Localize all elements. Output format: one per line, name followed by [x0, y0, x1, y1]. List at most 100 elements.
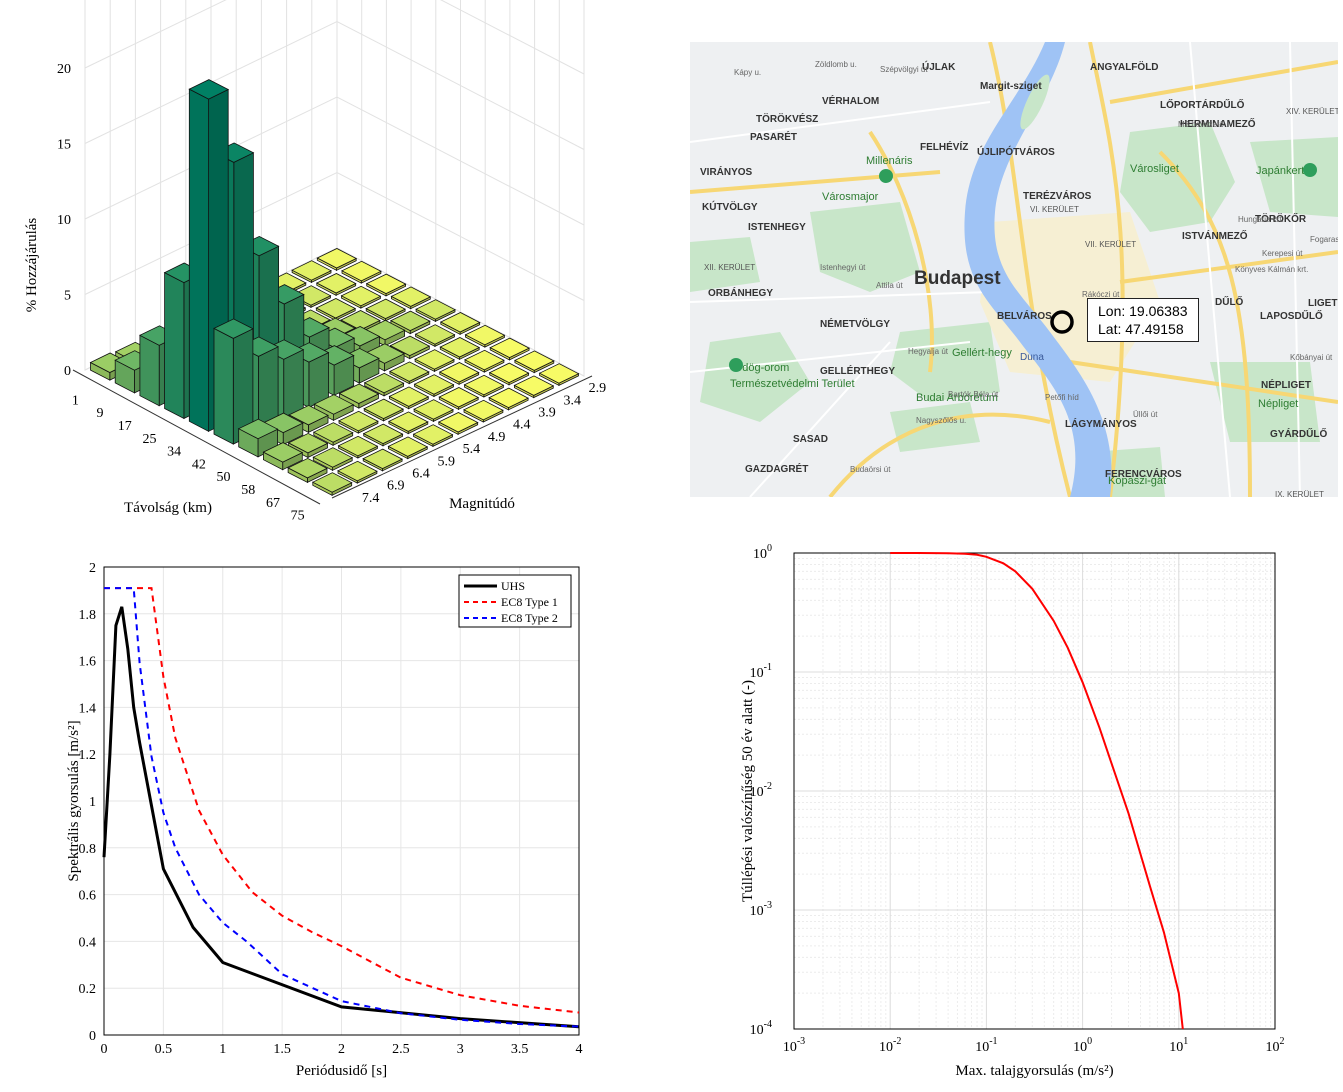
bar-3d — [488, 362, 530, 386]
map-label-district: VIRÁNYOS — [700, 165, 753, 178]
bar-3d — [412, 424, 454, 448]
map-label-district: DŰLŐ — [1215, 295, 1244, 308]
bar-face-top — [365, 273, 407, 295]
minor-road-4 — [1189, 42, 1231, 497]
map-label-park: Városmajor — [822, 191, 879, 203]
bar-face-top — [387, 436, 429, 457]
y-tick-label: 0.2 — [79, 982, 97, 997]
bar-3d — [312, 422, 354, 446]
bar-face-top — [388, 386, 430, 407]
x-tick-label: 0 — [101, 1042, 108, 1057]
site-marker-icon[interactable] — [1050, 310, 1074, 334]
y-tick-label: 10-1 — [750, 662, 772, 681]
magnitude-tick-label: 7.4 — [362, 491, 380, 506]
y-tick-label: 100 — [753, 543, 772, 562]
z-tick-label: 10 — [57, 213, 71, 228]
bar-face-side — [213, 327, 234, 445]
bar-face-top — [514, 350, 555, 371]
bar-face-top — [388, 411, 429, 432]
map-label-road: Attila út — [876, 281, 903, 290]
map-label-park: Városliget — [1130, 163, 1179, 175]
x-tick-label: 1.5 — [273, 1042, 291, 1057]
distance-tick-label: 1 — [72, 393, 79, 408]
road-5 — [1119, 250, 1338, 284]
map-label-district: ISTVÁNMEZŐ — [1182, 229, 1248, 242]
bar-face-top — [414, 349, 455, 370]
bar-3d — [488, 387, 529, 411]
bar-3d — [291, 260, 332, 284]
series-line-uhs — [102, 606, 580, 1029]
y-tick-label: 0 — [89, 1029, 96, 1044]
bar-3d — [390, 310, 431, 335]
x-tick-label: 0.5 — [155, 1042, 173, 1057]
bar-3d — [415, 299, 456, 323]
magnitude-tick-label: 2.9 — [589, 381, 607, 396]
x-tick-label: 101 — [1169, 1036, 1188, 1055]
x-tick-label: 10-3 — [783, 1036, 805, 1055]
map-label-district: LIGET — [1308, 298, 1337, 309]
x-tick-exponent: 2 — [1280, 1036, 1285, 1047]
bar-face-top — [340, 285, 382, 307]
x-axis-label: Periódusidő [s] — [296, 1063, 387, 1079]
bar-face-top — [362, 423, 404, 445]
map-label-small: VII. KERÜLET — [1085, 240, 1136, 249]
park-pin-icon — [879, 169, 893, 183]
site-map[interactable]: ÚJLAK Margit-sziget ANGYALFÖLD LŐPORTÁRDŰLŐ… — [690, 42, 1338, 497]
magnitude-tick-label: 5.9 — [437, 454, 455, 469]
plot-frame — [793, 552, 1276, 1030]
map-canvas[interactable]: ÚJLAK Margit-sziget ANGYALFÖLD LŐPORTÁRDŰLŐ… — [690, 42, 1338, 497]
map-label-district: Margit-sziget — [980, 81, 1042, 92]
x-tick-exponent: 1 — [1183, 1036, 1188, 1047]
map-label-road: Bartók Béla út — [948, 390, 999, 399]
magnitude-tick-label: 4.9 — [488, 430, 506, 445]
map-label-road: Hegyalja út — [908, 347, 949, 356]
map-label-district: LAPOSDŰLŐ — [1260, 309, 1323, 322]
park-nepliget — [1210, 362, 1320, 442]
map-label-park: Népliget — [1258, 398, 1298, 410]
park-varosliget — [1120, 122, 1235, 232]
map-label-district: SASAD — [793, 434, 828, 445]
map-label-district: FELHÉVÍZ — [920, 140, 968, 153]
y-tick-exponent: -4 — [764, 1019, 772, 1030]
distance-axis-line — [72, 369, 321, 505]
map-labels: ÚJLAK Margit-sziget ANGYALFÖLD LŐPORTÁRDŰLŐ… — [700, 60, 1338, 497]
z-tick-label: 5 — [64, 289, 71, 304]
park-ordog-orom — [700, 332, 810, 422]
y-tick-label: 0.4 — [79, 935, 97, 950]
bar-face-top — [315, 273, 357, 294]
map-label-district: GYÁRDŰLŐ — [1270, 427, 1327, 440]
z-tick-label: 15 — [57, 138, 71, 153]
bar-3d — [363, 398, 404, 422]
bar-3d — [315, 273, 357, 296]
map-label-road: Petőfi híd — [1045, 393, 1079, 402]
tooltip-lon: Lon: 19.06383 — [1098, 303, 1188, 319]
x-tick-label: 1 — [219, 1042, 226, 1057]
magnitude-tick-label: 6.4 — [412, 467, 430, 482]
bar-face-top — [262, 442, 304, 463]
magnitude-tick-label: 6.9 — [387, 479, 405, 494]
map-label-road: Zöldlomb u. — [815, 60, 857, 69]
z-axis-label: % Hozzájárulás — [24, 218, 40, 313]
hazard-deaggregation-panel: 0 5 10 15 20 1 9 17 25 34 42 50 58 67 75 2.9 3.4 3.9 4.4 4.… — [0, 0, 660, 530]
tick-labels: 0 5 10 15 20 1 9 17 25 34 42 50 58 67 75 2.9 3.4 3.9 4.4 4.… — [57, 62, 606, 524]
margit-island — [1020, 74, 1050, 130]
bar-face-top — [389, 335, 431, 357]
y-tick-label: 0.8 — [79, 842, 97, 857]
map-label-park: Természetvédelmi Terület — [730, 378, 855, 390]
x-tick-exponent: -2 — [893, 1036, 901, 1047]
bar-3d — [338, 410, 379, 434]
y-tick-label: 1.4 — [79, 701, 97, 716]
map-label-road: Üllői út — [1133, 410, 1158, 419]
bar-3d — [463, 374, 505, 398]
y-tick-exponent: -3 — [764, 900, 772, 911]
x-tick-label: 2.5 — [392, 1042, 410, 1057]
map-label-road: Budaörsi út — [850, 465, 891, 474]
bar-3d — [337, 460, 378, 484]
bar-face-top — [290, 285, 332, 306]
map-label-small: IX. KERÜLET — [1275, 490, 1324, 497]
x-tick-label: 3 — [457, 1042, 464, 1057]
distance-tick-label: 9 — [97, 406, 104, 421]
y-tick-label: 1.2 — [79, 748, 97, 763]
bar-face-top — [188, 79, 230, 100]
bar-3d — [439, 312, 481, 335]
